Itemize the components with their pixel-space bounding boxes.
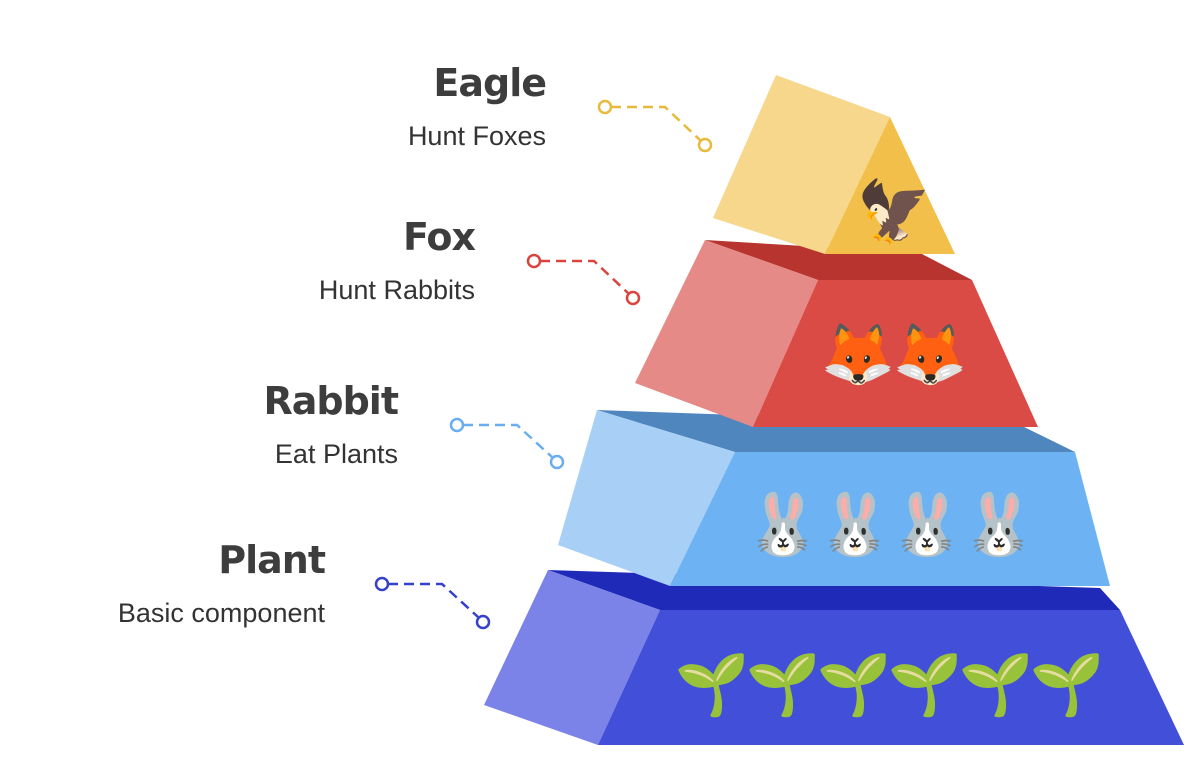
tier-rabbit-top xyxy=(597,410,1075,452)
connector-rabbit-end xyxy=(549,454,565,470)
plant-title: Plant xyxy=(218,538,326,582)
connector-eagle-start xyxy=(597,99,613,115)
tier-plant: 🌱🌱🌱🌱🌱🌱 xyxy=(484,570,1184,745)
connector-eagle-line xyxy=(611,105,701,141)
seedling-icon: 🌱 xyxy=(746,650,821,720)
rabbit-title: Rabbit xyxy=(264,379,399,423)
fox-title: Fox xyxy=(403,215,476,259)
tier-fox-face xyxy=(753,280,1038,427)
eagle-icon: 🦅 xyxy=(857,175,932,247)
connector-plant-end xyxy=(475,614,491,630)
connector-fox-start xyxy=(526,253,542,269)
seedling-icon: 🌱 xyxy=(675,650,750,720)
tier-rabbit: 🐰🐰🐰🐰 xyxy=(558,410,1110,586)
tier-plant-icons: 🌱🌱🌱🌱🌱🌱 xyxy=(675,650,1105,720)
rabbit-icon: 🐰 xyxy=(746,490,821,560)
connector-plant-start xyxy=(374,576,390,592)
connector-eagle-end xyxy=(697,137,713,153)
connector-fox-end xyxy=(625,290,641,306)
fox-icon: 🦊 xyxy=(893,320,968,390)
connector-fox-line xyxy=(540,259,629,294)
rabbit-icon: 🐰 xyxy=(818,490,893,560)
plant-description: Basic component xyxy=(118,598,326,628)
tier-fox-top xyxy=(705,240,972,280)
rabbit-icon: 🐰 xyxy=(890,490,965,560)
fox-description: Hunt Rabbits xyxy=(319,275,475,305)
seedling-icon: 🌱 xyxy=(888,650,963,720)
tier-rabbit-icons: 🐰🐰🐰🐰 xyxy=(746,490,1037,560)
connector-plant xyxy=(374,576,491,630)
tier-plant-side xyxy=(484,570,660,745)
seedling-icon: 🌱 xyxy=(817,650,892,720)
tier-eagle-icons: 🦅 xyxy=(857,175,932,247)
eagle-title: Eagle xyxy=(433,61,546,105)
connector-eagle xyxy=(597,99,713,153)
tier-plant-face xyxy=(598,610,1184,745)
connector-rabbit-start xyxy=(449,417,465,433)
fox-icon: 🦊 xyxy=(821,320,896,390)
connector-plant-line xyxy=(388,582,479,618)
connector-rabbit-line xyxy=(463,423,553,458)
rabbit-icon: 🐰 xyxy=(962,490,1037,560)
tier-fox-icons: 🦊🦊 xyxy=(821,320,968,390)
tier-fox: 🦊🦊 xyxy=(635,240,1038,427)
tier-eagle: 🦅 xyxy=(713,75,955,254)
tier-rabbit-face xyxy=(670,452,1110,586)
connector-fox xyxy=(526,253,641,306)
rabbit-description: Eat Plants xyxy=(275,439,398,469)
eagle-description: Hunt Foxes xyxy=(408,121,546,151)
seedling-icon: 🌱 xyxy=(1030,650,1105,720)
tier-eagle-side xyxy=(713,75,890,254)
tier-eagle-face xyxy=(825,117,955,254)
tier-fox-side xyxy=(635,240,818,427)
tier-rabbit-side xyxy=(558,410,735,586)
connector-rabbit xyxy=(449,417,565,470)
seedling-icon: 🌱 xyxy=(959,650,1034,720)
